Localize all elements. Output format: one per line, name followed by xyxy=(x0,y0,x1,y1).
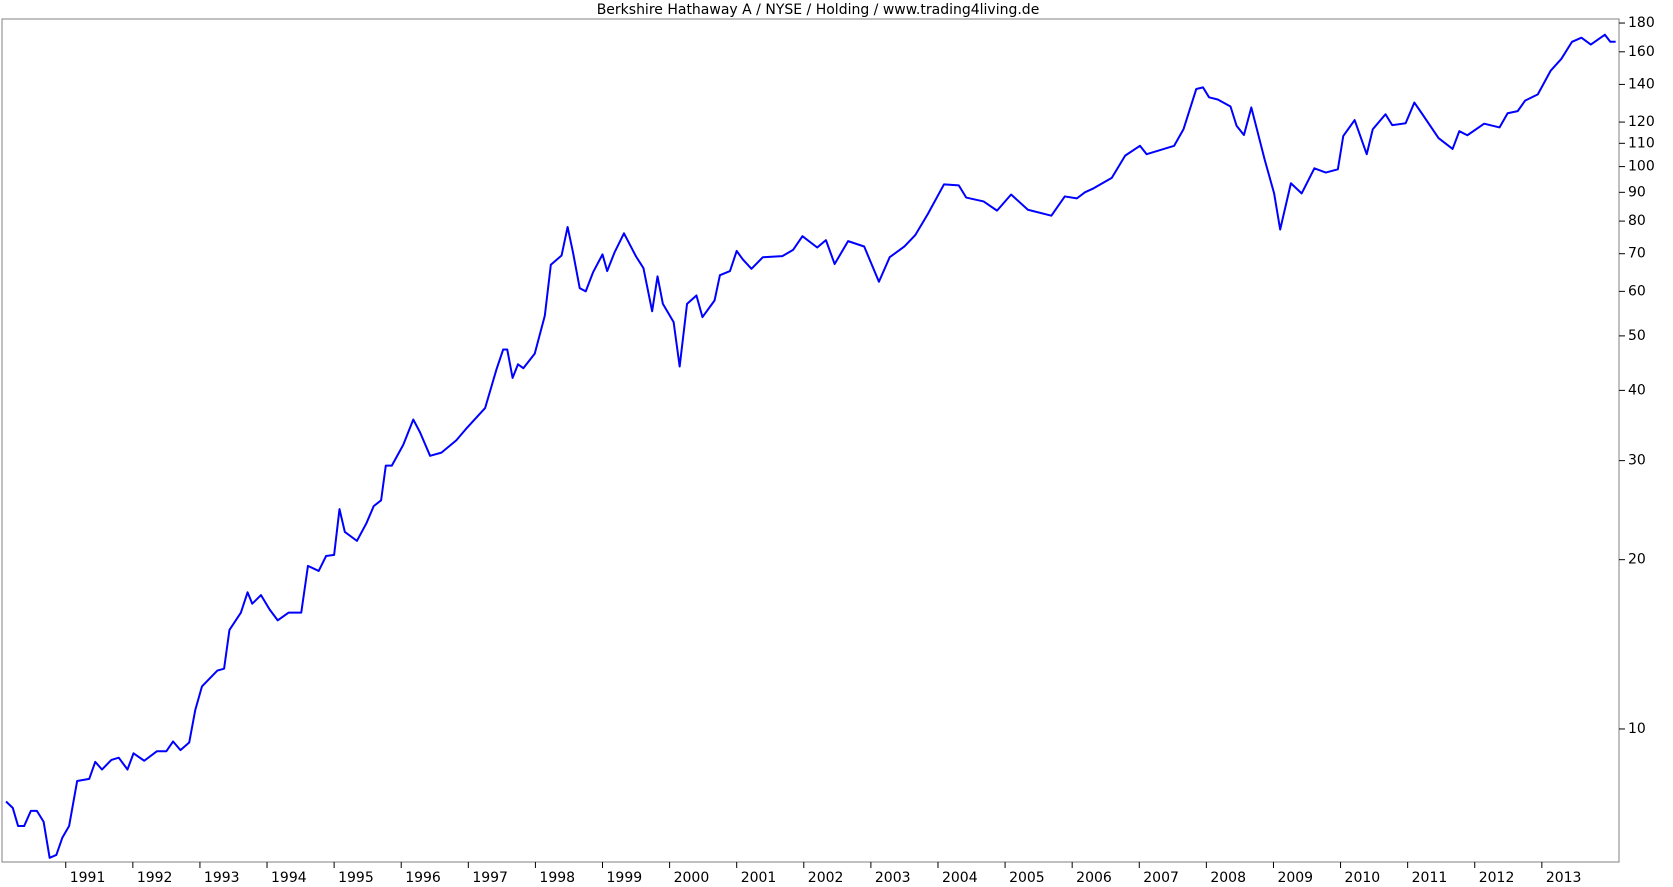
x-tick-label: 2003 xyxy=(875,870,911,886)
x-tick-label: 2011 xyxy=(1412,870,1448,886)
y-tick-label: 10 xyxy=(1628,721,1646,737)
y-tick-label: 160 xyxy=(1628,44,1655,60)
x-tick-label: 1991 xyxy=(70,870,106,886)
x-tick-label: 1992 xyxy=(137,870,173,886)
x-tick-label: 2007 xyxy=(1143,870,1179,886)
price-line xyxy=(5,33,1616,859)
x-tick-label: 2009 xyxy=(1277,870,1313,886)
x-tick-label: 1994 xyxy=(271,870,307,886)
y-tick-label: 90 xyxy=(1628,184,1646,200)
x-tick-label: 1995 xyxy=(338,870,374,886)
x-tick-label: 1998 xyxy=(539,870,575,886)
y-tick-label: 140 xyxy=(1628,76,1655,92)
x-tick-label: 2000 xyxy=(674,870,710,886)
x-tick-label: 2012 xyxy=(1479,870,1515,886)
x-tick-label: 2010 xyxy=(1345,870,1381,886)
y-tick-label: 20 xyxy=(1628,552,1646,568)
x-tick-label: 2005 xyxy=(1009,870,1045,886)
x-tick-label: 2002 xyxy=(808,870,844,886)
y-tick-label: 30 xyxy=(1628,453,1646,469)
x-tick-label: 1993 xyxy=(204,870,240,886)
y-tick-label: 80 xyxy=(1628,213,1646,229)
x-tick-label: 2006 xyxy=(1076,870,1112,886)
x-tick-label: 2001 xyxy=(741,870,777,886)
y-tick-label: 110 xyxy=(1628,135,1655,151)
x-tick-label: 2008 xyxy=(1210,870,1246,886)
plot-frame xyxy=(1,18,1620,863)
y-tick-label: 120 xyxy=(1628,114,1655,130)
y-tick-label: 60 xyxy=(1628,283,1646,299)
x-tick-label: 2013 xyxy=(1546,870,1582,886)
y-tick-label: 70 xyxy=(1628,246,1646,262)
x-tick-label: 1997 xyxy=(472,870,508,886)
y-tick-label: 40 xyxy=(1628,382,1646,398)
y-tick-label: 100 xyxy=(1628,159,1655,175)
x-tick-label: 1996 xyxy=(405,870,441,886)
x-tick-label: 1999 xyxy=(607,870,643,886)
y-tick-label: 180 xyxy=(1628,15,1655,31)
x-tick-label: 2004 xyxy=(942,870,978,886)
y-tick-label: 50 xyxy=(1628,328,1646,344)
chart-title: Berkshire Hathaway A / NYSE / Holding / … xyxy=(597,2,1040,18)
